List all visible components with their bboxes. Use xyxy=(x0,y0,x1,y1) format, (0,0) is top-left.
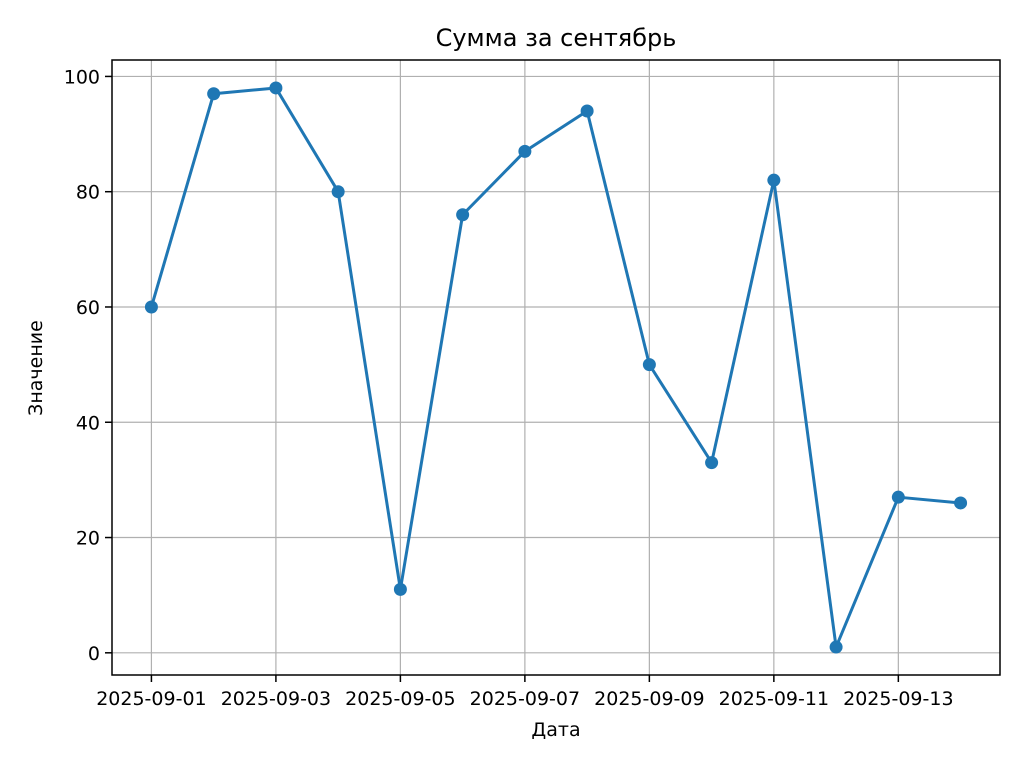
data-point-2025-09-08 xyxy=(580,104,594,118)
data-point-2025-09-07 xyxy=(518,144,532,158)
axis-ticks: 2025-09-01 2025-09-03 2025-09-05 2025-09-07… xyxy=(64,66,954,710)
y-axis-label: Значение xyxy=(25,320,47,416)
data-point-2025-09-06 xyxy=(456,208,470,222)
series-line xyxy=(149,86,961,649)
data-point-2025-09-10 xyxy=(705,456,719,470)
grid xyxy=(112,60,1000,675)
y-tick-label: 40 xyxy=(76,412,100,434)
y-tick-label: 60 xyxy=(76,297,100,319)
y-tick-label: 80 xyxy=(76,182,100,204)
data-point-2025-09-14 xyxy=(954,496,968,510)
data-point-2025-09-11 xyxy=(767,173,781,187)
y-tick-label: 20 xyxy=(76,528,100,550)
series-layer xyxy=(144,81,968,654)
chart-title: Сумма за сентябрь xyxy=(436,24,677,52)
data-point-2025-09-04 xyxy=(331,185,345,199)
data-point-2025-09-12 xyxy=(829,640,843,654)
y-tick-label: 100 xyxy=(64,66,100,88)
x-tick-label: 2025-09-07 xyxy=(470,688,580,710)
plot-frame xyxy=(111,59,1001,676)
data-point-2025-09-02 xyxy=(207,87,221,101)
data-point-2025-09-09 xyxy=(642,358,656,372)
data-point-2025-09-03 xyxy=(269,81,283,95)
x-tick-label: 2025-09-03 xyxy=(221,688,331,710)
x-axis-label: Дата xyxy=(531,719,580,741)
data-point-2025-09-05 xyxy=(393,582,407,596)
x-tick-label: 2025-09-13 xyxy=(843,688,953,710)
x-tick-label: 2025-09-09 xyxy=(594,688,704,710)
y-tick-label: 0 xyxy=(88,643,100,665)
x-tick-label: 2025-09-05 xyxy=(345,688,455,710)
data-point-2025-09-01 xyxy=(144,300,158,314)
x-tick-label: 2025-09-01 xyxy=(96,688,206,710)
x-tick-label: 2025-09-11 xyxy=(719,688,829,710)
data-point-2025-09-13 xyxy=(891,490,905,504)
